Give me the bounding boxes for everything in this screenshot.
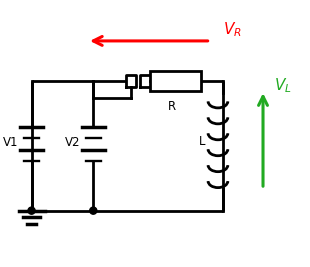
Text: $V_R$: $V_R$ — [223, 21, 241, 40]
Text: V1: V1 — [3, 136, 18, 149]
Circle shape — [90, 207, 97, 214]
FancyBboxPatch shape — [150, 71, 201, 91]
Text: V2: V2 — [64, 136, 80, 149]
Text: $V_L$: $V_L$ — [274, 76, 292, 95]
Circle shape — [28, 207, 35, 214]
Text: R: R — [168, 100, 176, 113]
Text: L: L — [199, 135, 205, 148]
